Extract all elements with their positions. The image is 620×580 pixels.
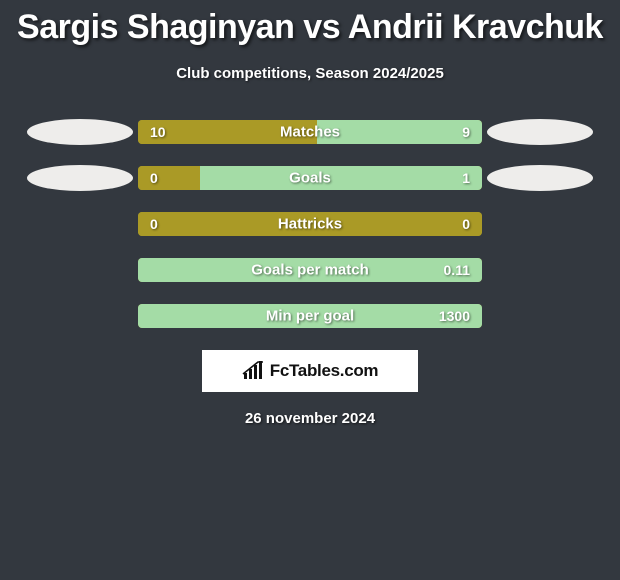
stat-bar: 0 0 Hattricks	[138, 212, 482, 236]
stat-row: 1300 Min per goal	[0, 304, 620, 328]
stat-label: Hattricks	[278, 216, 342, 233]
stat-row: 0 0 Hattricks	[0, 212, 620, 236]
right-ellipse-slot	[482, 165, 598, 191]
stat-row: 10 9 Matches	[0, 120, 620, 144]
player-left-ellipse	[27, 119, 133, 145]
bar-right-fill	[317, 120, 482, 144]
stat-value-left: 10	[150, 124, 166, 140]
bar-chart-icon	[242, 361, 264, 381]
stat-bar: 1300 Min per goal	[138, 304, 482, 328]
subtitle: Club competitions, Season 2024/2025	[0, 65, 620, 82]
stat-value-left: 0	[150, 170, 158, 186]
player-right-ellipse	[487, 165, 593, 191]
left-ellipse-slot	[22, 119, 138, 145]
left-ellipse-slot	[22, 165, 138, 191]
bar-right-fill	[200, 166, 482, 190]
stat-value-right: 0.11	[444, 262, 470, 278]
stat-value-right: 9	[462, 124, 470, 140]
bar-left-fill	[138, 166, 200, 190]
stat-row: 0.11 Goals per match	[0, 258, 620, 282]
stat-value-left: 0	[150, 216, 158, 232]
stats-rows: 10 9 Matches 0 1 Goals 0 0 Hattricks 0.11 Goals pe…	[0, 120, 620, 328]
stat-value-right: 1	[462, 170, 470, 186]
stat-label: Matches	[280, 124, 340, 141]
stat-bar: 0.11 Goals per match	[138, 258, 482, 282]
stat-label: Goals per match	[251, 262, 369, 279]
player-left-ellipse	[27, 165, 133, 191]
logo-text: FcTables.com	[270, 361, 379, 381]
stat-value-right: 0	[462, 216, 470, 232]
stat-row: 0 1 Goals	[0, 166, 620, 190]
player-right-ellipse	[487, 119, 593, 145]
stat-bar: 10 9 Matches	[138, 120, 482, 144]
stat-label: Goals	[289, 170, 331, 187]
logo-box: FcTables.com	[202, 350, 418, 392]
stat-label: Min per goal	[266, 308, 354, 325]
stat-bar: 0 1 Goals	[138, 166, 482, 190]
page-title: Sargis Shaginyan vs Andrii Kravchuk	[0, 0, 620, 47]
stat-value-right: 1300	[439, 308, 470, 324]
date-label: 26 november 2024	[0, 410, 620, 427]
right-ellipse-slot	[482, 119, 598, 145]
